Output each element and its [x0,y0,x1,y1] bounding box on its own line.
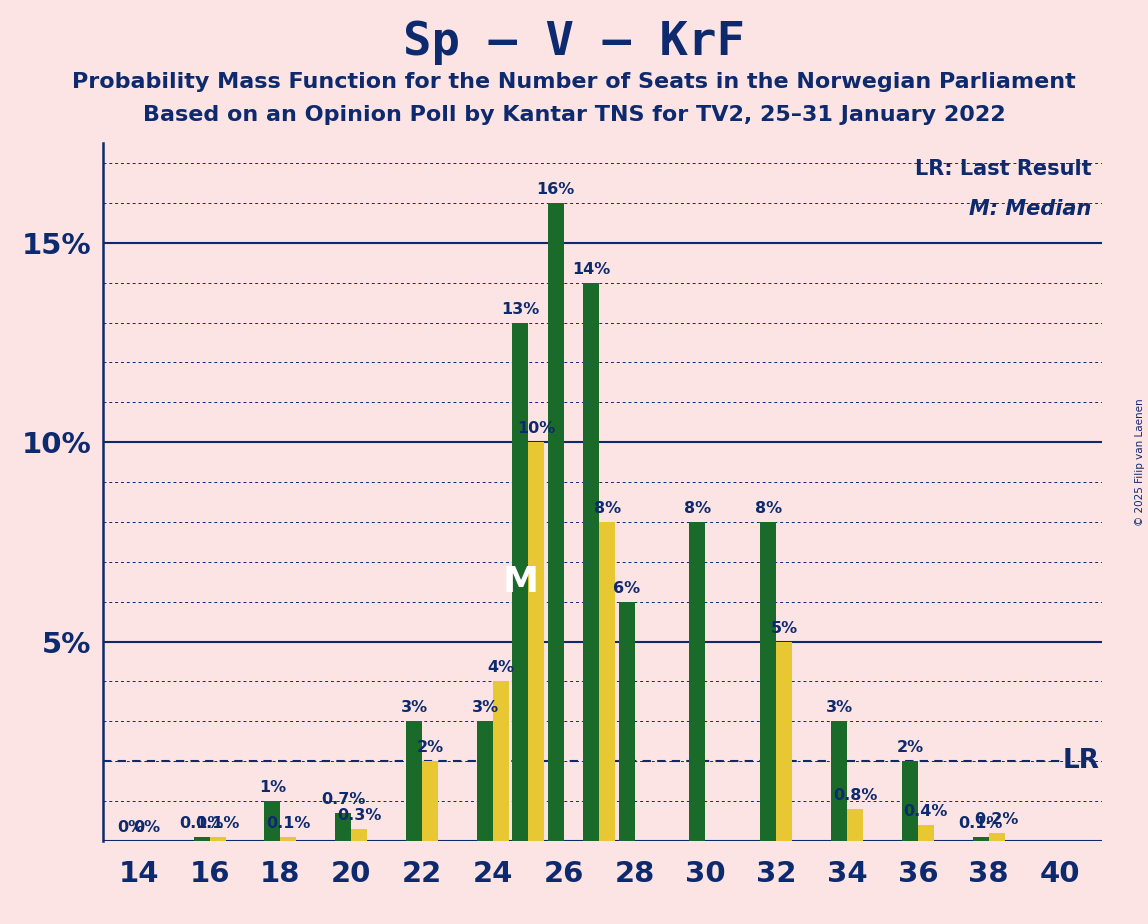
Bar [619,602,635,841]
Text: © 2025 Filip van Laenen: © 2025 Filip van Laenen [1135,398,1145,526]
Text: 8%: 8% [594,501,621,516]
Bar [599,522,615,841]
Bar [335,813,351,841]
Text: 0.4%: 0.4% [903,804,948,819]
Text: M: Median: M: Median [969,199,1092,219]
Text: 8%: 8% [684,501,711,516]
Bar [476,722,492,841]
Text: 2%: 2% [417,740,443,755]
Text: 0%: 0% [117,820,145,835]
Bar [972,837,988,841]
Text: 3%: 3% [401,700,428,715]
Text: Probability Mass Function for the Number of Seats in the Norwegian Parliament: Probability Mass Function for the Number… [72,72,1076,92]
Bar [918,825,933,841]
Text: 0.1%: 0.1% [266,816,311,831]
Bar [194,837,210,841]
Text: 16%: 16% [536,182,575,197]
Text: M: M [503,565,538,599]
Bar [690,522,705,841]
Bar [351,829,367,841]
Text: 10%: 10% [517,421,556,436]
Text: LR: LR [1063,748,1100,774]
Text: 0%: 0% [133,820,161,835]
Bar [988,833,1004,841]
Text: Based on an Opinion Poll by Kantar TNS for TV2, 25–31 January 2022: Based on an Opinion Poll by Kantar TNS f… [142,105,1006,126]
Bar [847,808,863,841]
Bar [760,522,776,841]
Text: 4%: 4% [487,661,514,675]
Text: 5%: 5% [770,621,798,636]
Text: 3%: 3% [825,700,853,715]
Bar [528,443,544,841]
Bar [583,283,599,841]
Text: 0.8%: 0.8% [832,788,877,803]
Text: 0.1%: 0.1% [195,816,240,831]
Text: 14%: 14% [572,261,611,277]
Bar [264,801,280,841]
Text: 0.3%: 0.3% [338,808,381,823]
Bar [406,722,422,841]
Bar [902,761,918,841]
Bar [776,641,792,841]
Text: 13%: 13% [502,301,540,317]
Text: 0.1%: 0.1% [959,816,1003,831]
Bar [422,761,439,841]
Text: 2%: 2% [897,740,923,755]
Text: 0.1%: 0.1% [179,816,224,831]
Bar [210,837,225,841]
Bar [492,681,509,841]
Text: 0.7%: 0.7% [321,792,365,807]
Text: Sp – V – KrF: Sp – V – KrF [403,20,745,66]
Text: 3%: 3% [472,700,498,715]
Bar [512,322,528,841]
Text: 1%: 1% [258,780,286,795]
Text: 6%: 6% [613,580,641,596]
Bar [831,722,847,841]
Bar [280,837,296,841]
Text: 0.2%: 0.2% [975,812,1019,827]
Text: LR: Last Result: LR: Last Result [915,159,1092,179]
Text: 8%: 8% [754,501,782,516]
Bar [548,203,564,841]
